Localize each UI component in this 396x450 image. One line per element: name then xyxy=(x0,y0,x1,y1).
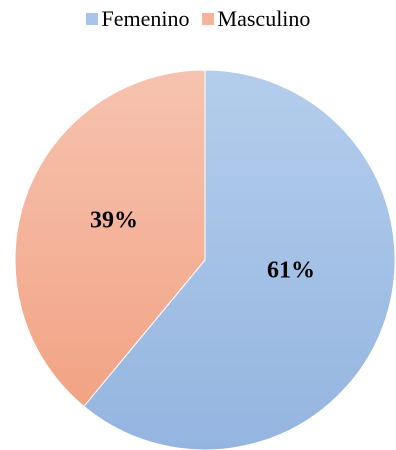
pie-slice-femenino xyxy=(83,69,396,450)
chart-legend: Femenino Masculino xyxy=(0,8,396,30)
legend-swatch-femenino xyxy=(85,13,98,25)
legend-label-femenino: Femenino xyxy=(101,6,190,31)
data-label-masculino: 39% xyxy=(90,208,138,234)
pie-slice-masculino xyxy=(14,69,206,408)
legend-item-masculino: Masculino xyxy=(201,6,311,31)
legend-item-femenino: Femenino xyxy=(85,6,190,31)
legend-label-masculino: Masculino xyxy=(217,6,311,31)
data-label-femenino: 61% xyxy=(267,258,315,284)
legend-swatch-masculino xyxy=(201,13,214,25)
